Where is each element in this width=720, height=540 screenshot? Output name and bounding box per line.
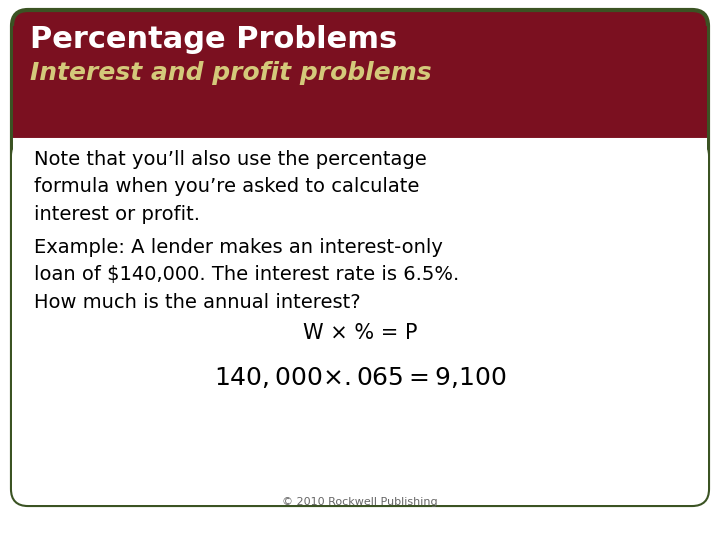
Text: W × % = P: W × % = P	[302, 323, 418, 343]
FancyBboxPatch shape	[12, 140, 708, 505]
Text: $140,000 × .065 = $9,100: $140,000 × .065 = $9,100	[214, 365, 506, 390]
Text: Percentage Problems: Percentage Problems	[30, 25, 397, 54]
Text: Interest and profit problems: Interest and profit problems	[30, 61, 431, 85]
Bar	[13, 138, 707, 156]
Text: Example: A lender makes an interest-only
loan of $140,000. The interest rate is : Example: A lender makes an interest-only…	[34, 238, 459, 312]
Text: Note that you’ll also use the percentage
formula when you’re asked to calculate
: Note that you’ll also use the percentage…	[34, 150, 427, 224]
Bar	[13, 26, 707, 140]
Text: © 2010 Rockwell Publishing: © 2010 Rockwell Publishing	[282, 497, 438, 507]
FancyBboxPatch shape	[12, 10, 708, 505]
